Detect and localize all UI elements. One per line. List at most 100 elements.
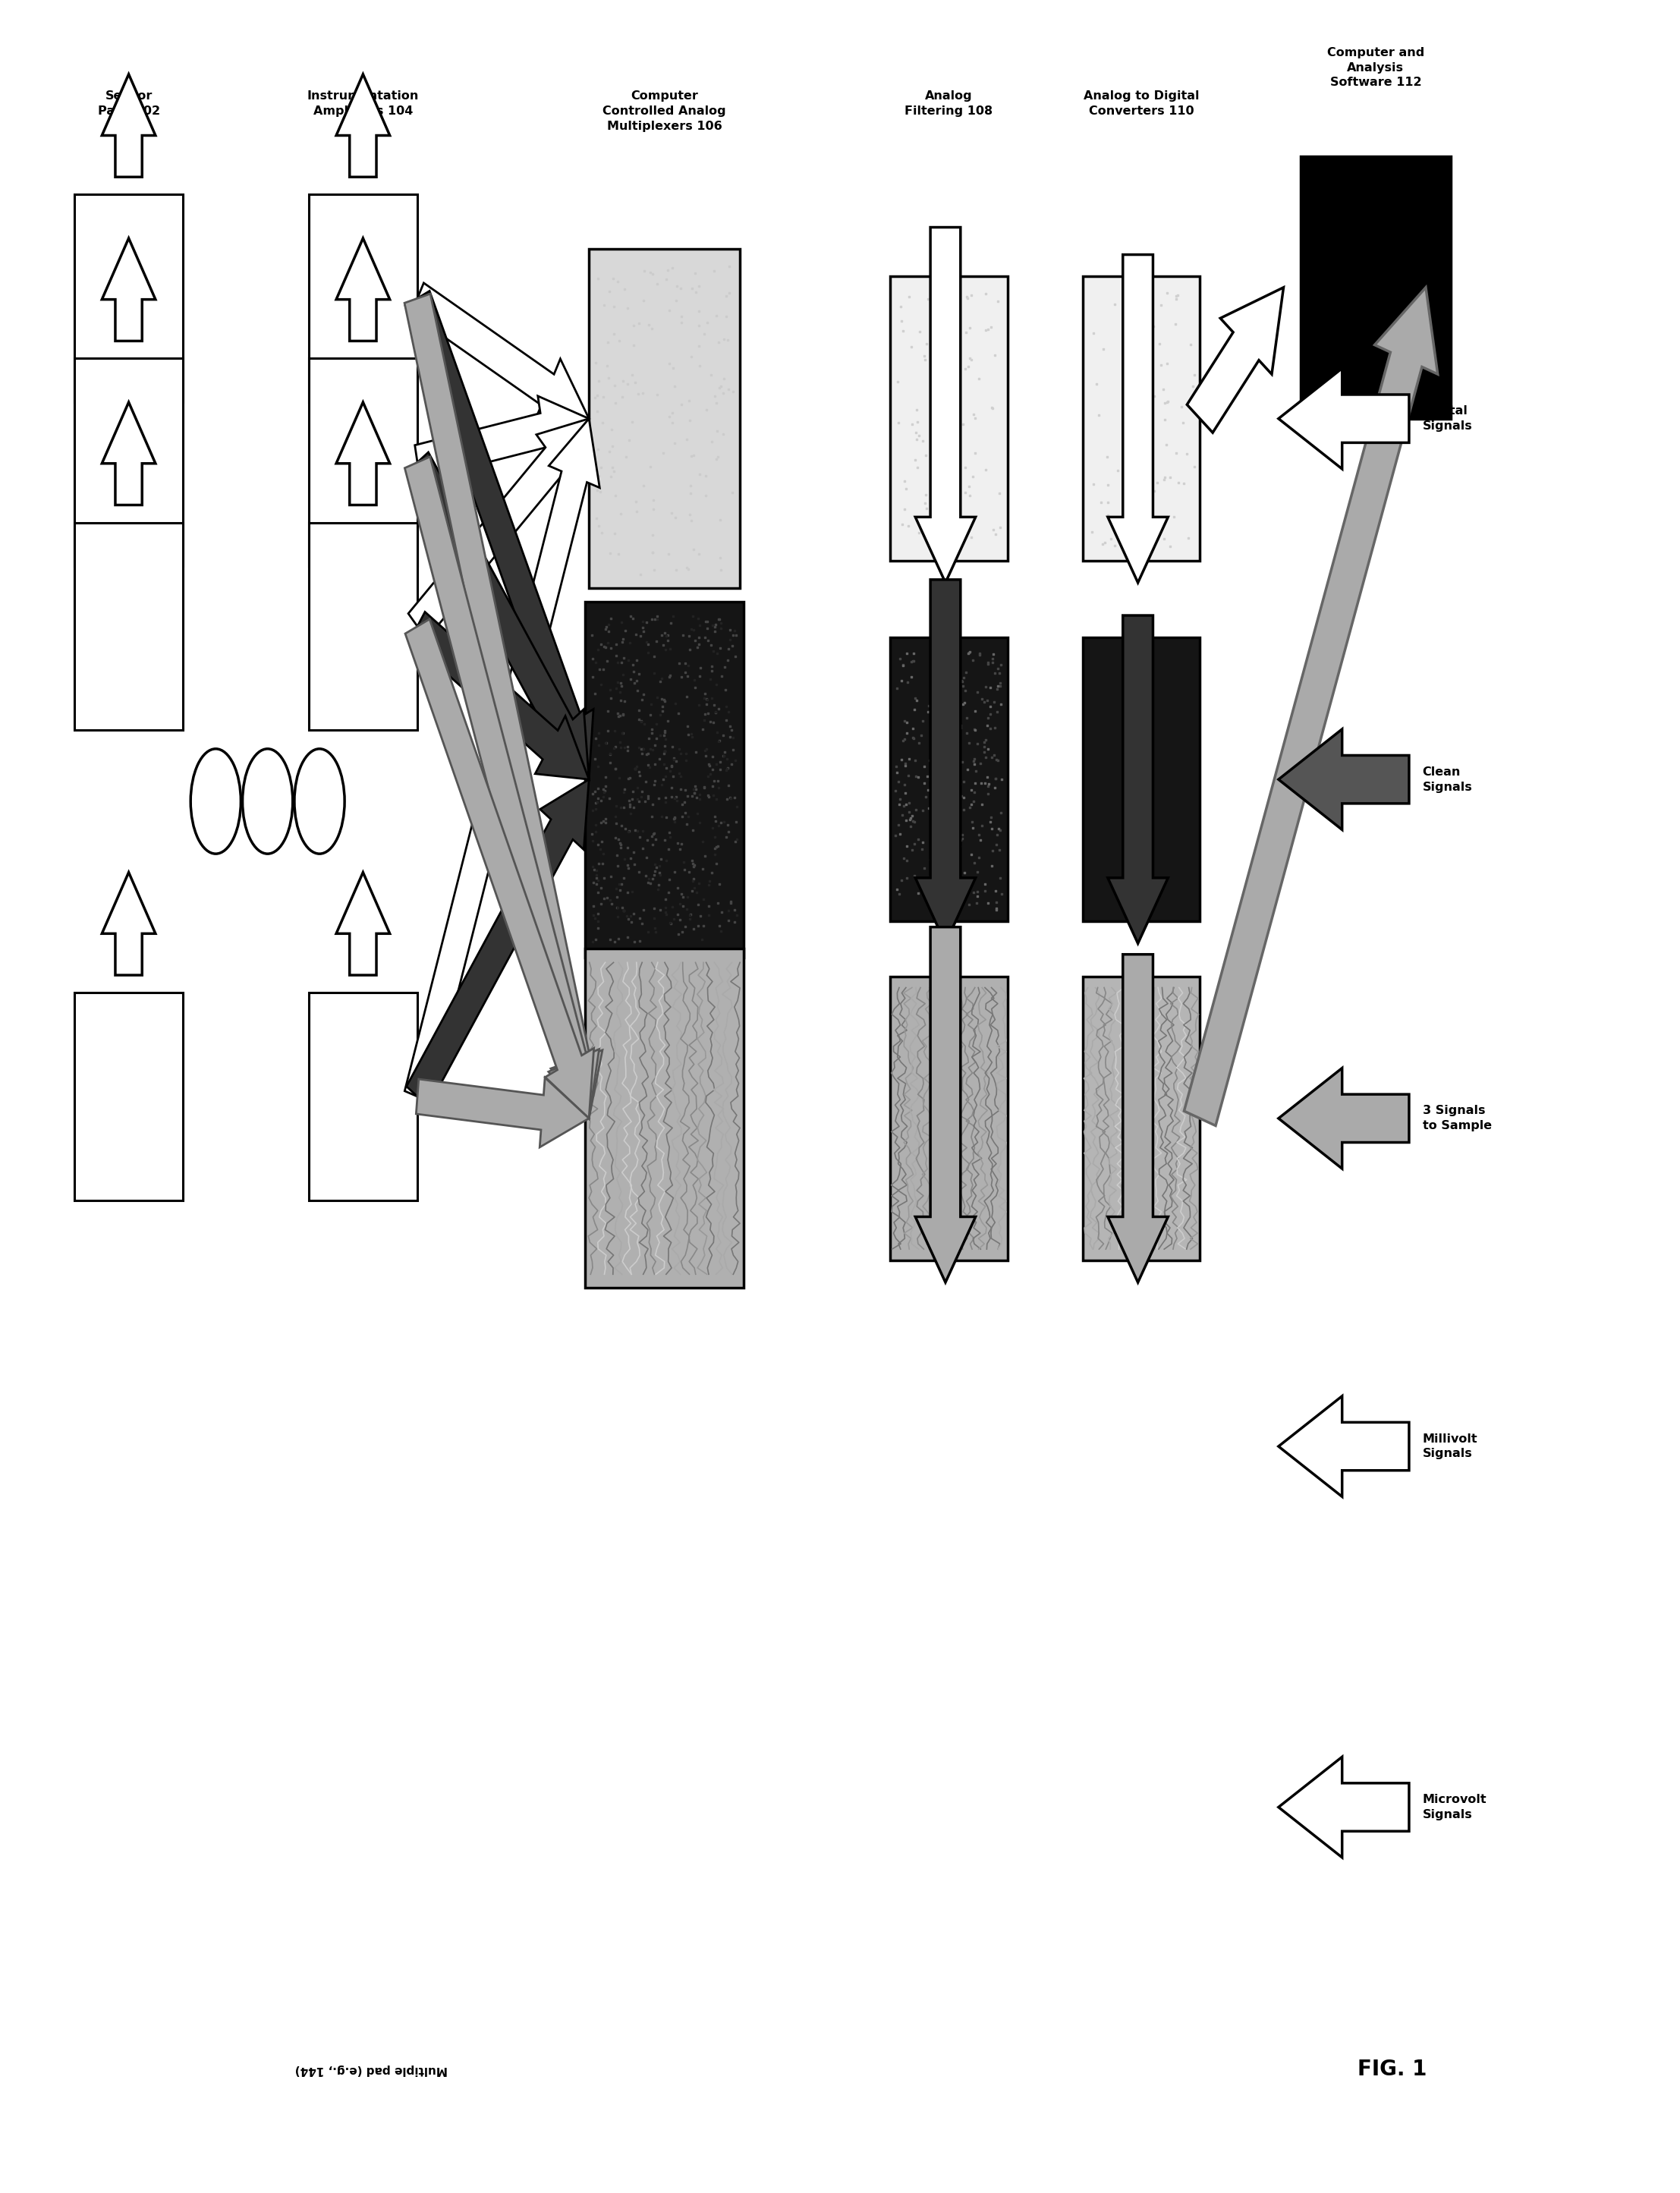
Point (1156, 461, 1183, 496)
Point (973, 708, 1000, 743)
Point (606, 724, 633, 759)
Point (712, 279, 739, 314)
Point (590, 379, 617, 414)
Point (884, 754, 911, 789)
Point (946, 877, 973, 912)
Point (637, 750, 664, 785)
Point (608, 669, 635, 704)
Point (585, 715, 612, 750)
Point (640, 535, 667, 570)
Point (694, 393, 721, 428)
Point (583, 645, 610, 680)
Point (640, 816, 667, 851)
Point (917, 682, 944, 717)
Point (581, 741, 608, 776)
Point (712, 702, 739, 737)
Point (580, 660, 606, 695)
Point (707, 539, 734, 575)
Point (885, 807, 912, 842)
Point (674, 421, 701, 456)
Point (640, 491, 667, 526)
Point (932, 491, 959, 526)
Point (694, 682, 721, 717)
Point (642, 910, 669, 945)
Point (593, 726, 620, 761)
Point (889, 798, 916, 833)
Point (942, 739, 969, 774)
Point (887, 289, 914, 325)
Point (716, 274, 743, 309)
Point (635, 862, 662, 897)
Point (931, 715, 958, 750)
Point (951, 763, 978, 798)
Point (892, 746, 919, 781)
Point (902, 443, 929, 478)
Point (986, 669, 1013, 704)
Point (647, 717, 674, 752)
Point (929, 759, 956, 794)
Point (613, 921, 640, 956)
Point (937, 713, 964, 748)
Point (939, 667, 966, 702)
Point (966, 636, 993, 671)
Point (620, 327, 647, 362)
Point (583, 857, 610, 893)
Point (642, 638, 669, 673)
Point (680, 910, 707, 945)
Point (1147, 346, 1174, 382)
Point (711, 649, 738, 684)
Point (659, 748, 685, 783)
Point (662, 283, 689, 318)
Point (939, 741, 966, 776)
Point (610, 640, 637, 675)
Point (926, 779, 953, 814)
Point (904, 404, 931, 439)
Point (601, 820, 628, 855)
Point (716, 893, 743, 928)
Point (986, 860, 1013, 895)
Point (716, 632, 743, 667)
FancyArrow shape (916, 579, 976, 943)
Point (884, 364, 911, 399)
Point (657, 862, 684, 897)
Point (914, 772, 941, 807)
Point (890, 840, 917, 875)
Point (916, 743, 942, 779)
Point (650, 627, 677, 662)
Point (669, 888, 696, 923)
Point (1119, 311, 1146, 346)
Point (927, 857, 954, 893)
Point (1129, 478, 1156, 513)
Point (684, 796, 711, 831)
Point (892, 471, 919, 507)
Point (645, 849, 672, 884)
Point (953, 656, 979, 691)
Point (689, 851, 716, 886)
Point (595, 325, 622, 360)
Point (706, 746, 732, 781)
Text: Computer and
Analysis
Software 112: Computer and Analysis Software 112 (1327, 46, 1425, 88)
Point (667, 886, 694, 921)
Point (716, 373, 743, 408)
Point (596, 882, 623, 917)
Point (605, 695, 632, 730)
Point (596, 274, 623, 309)
Text: Millivolt
Signals: Millivolt Signals (1423, 1434, 1477, 1461)
Point (690, 316, 717, 351)
Point (900, 805, 927, 840)
Bar (1300, 156, 1452, 419)
Point (583, 377, 610, 412)
FancyArrow shape (1107, 254, 1168, 583)
Point (706, 632, 732, 667)
Point (674, 658, 701, 693)
Point (635, 721, 662, 757)
Point (662, 800, 689, 836)
Point (1181, 450, 1208, 485)
Point (929, 675, 956, 711)
Point (1163, 279, 1189, 314)
Point (706, 371, 732, 406)
Point (934, 743, 961, 779)
Point (623, 770, 650, 805)
Point (890, 704, 917, 739)
Point (1136, 404, 1163, 439)
